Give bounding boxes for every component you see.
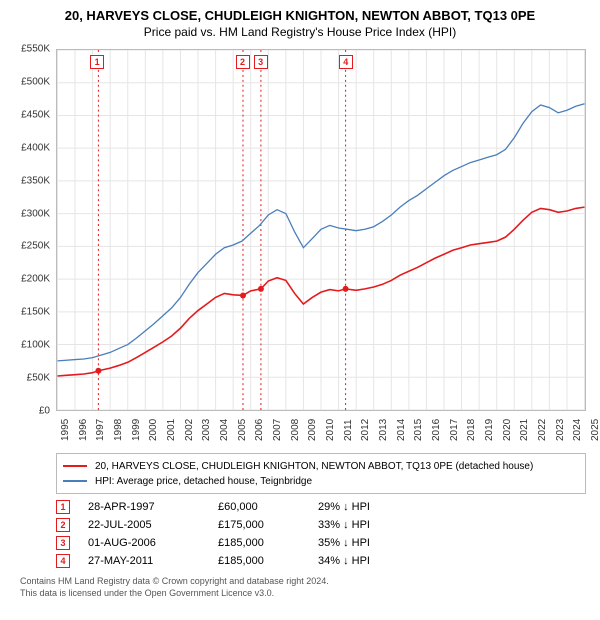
- y-axis-label: £0: [8, 406, 50, 417]
- chart-area: £0 £50K £100K £150K £200K £250K £300K £350K £400…: [10, 45, 590, 445]
- legend-swatch: [63, 480, 87, 482]
- x-axis-label: 2003: [201, 419, 212, 441]
- x-axis-label: 2001: [166, 419, 177, 441]
- x-axis-label: 2020: [502, 419, 513, 441]
- event-marker-icon: 4: [56, 554, 70, 568]
- x-axis-label: 2011: [343, 419, 354, 441]
- event-row: 3 01-AUG-2006£185,00035% ↓ HPI: [56, 536, 586, 550]
- x-axis-label: 2022: [537, 419, 548, 441]
- x-axis-label: 1999: [131, 419, 142, 441]
- event-marker-on-chart: 4: [339, 55, 353, 69]
- x-axis-label: 2016: [431, 419, 442, 441]
- plot-svg: [56, 49, 586, 411]
- x-axis-label: 2014: [396, 419, 407, 441]
- event-marker-icon: 1: [56, 500, 70, 514]
- footer: Contains HM Land Registry data © Crown c…: [20, 576, 590, 599]
- y-axis-label: £450K: [8, 109, 50, 120]
- x-axis-label: 2008: [290, 419, 301, 441]
- legend-label: 20, HARVEYS CLOSE, CHUDLEIGH KNIGHTON, N…: [95, 461, 533, 472]
- x-axis-label: 2023: [555, 419, 566, 441]
- event-price: £60,000: [218, 501, 318, 513]
- x-axis-label: 2000: [148, 419, 159, 441]
- y-axis-label: £400K: [8, 142, 50, 153]
- event-date: 28-APR-1997: [88, 501, 218, 513]
- x-axis-label: 2019: [484, 419, 495, 441]
- x-axis-label: 1998: [113, 419, 124, 441]
- y-axis-label: £200K: [8, 274, 50, 285]
- event-row: 1 28-APR-1997£60,00029% ↓ HPI: [56, 500, 586, 514]
- event-marker-icon: 3: [56, 536, 70, 550]
- event-diff: 34% ↓ HPI: [318, 555, 428, 567]
- chart-title: 20, HARVEYS CLOSE, CHUDLEIGH KNIGHTON, N…: [10, 8, 590, 23]
- y-axis-label: £350K: [8, 175, 50, 186]
- legend: 20, HARVEYS CLOSE, CHUDLEIGH KNIGHTON, N…: [56, 453, 586, 494]
- y-axis-label: £100K: [8, 340, 50, 351]
- x-axis-label: 2007: [272, 419, 283, 441]
- x-axis-label: 2004: [219, 419, 230, 441]
- y-axis-label: £250K: [8, 241, 50, 252]
- x-axis-label: 2015: [413, 419, 424, 441]
- y-axis-label: £50K: [8, 373, 50, 384]
- event-price: £175,000: [218, 519, 318, 531]
- event-marker-on-chart: 1: [90, 55, 104, 69]
- x-axis-label: 2006: [254, 419, 265, 441]
- y-axis-label: £150K: [8, 307, 50, 318]
- event-diff: 29% ↓ HPI: [318, 501, 428, 513]
- event-price: £185,000: [218, 555, 318, 567]
- event-diff: 35% ↓ HPI: [318, 537, 428, 549]
- event-date: 01-AUG-2006: [88, 537, 218, 549]
- x-axis-label: 2021: [519, 419, 530, 441]
- event-date: 27-MAY-2011: [88, 555, 218, 567]
- events-table: 1 28-APR-1997£60,00029% ↓ HPI 2 22-JUL-2005…: [56, 500, 586, 568]
- x-axis-label: 1996: [78, 419, 89, 441]
- legend-label: HPI: Average price, detached house, Teig…: [95, 476, 312, 487]
- y-axis-label: £500K: [8, 76, 50, 87]
- event-row: 2 22-JUL-2005£175,00033% ↓ HPI: [56, 518, 586, 532]
- x-axis-label: 1995: [60, 419, 71, 441]
- x-axis-label: 2010: [325, 419, 336, 441]
- x-axis-label: 2009: [307, 419, 318, 441]
- event-marker-on-chart: 2: [236, 55, 250, 69]
- x-axis-label: 2005: [237, 419, 248, 441]
- x-axis-label: 2013: [378, 419, 389, 441]
- footer-line: Contains HM Land Registry data © Crown c…: [20, 576, 590, 588]
- chart-subtitle: Price paid vs. HM Land Registry's House …: [10, 25, 590, 39]
- event-marker-on-chart: 3: [254, 55, 268, 69]
- event-date: 22-JUL-2005: [88, 519, 218, 531]
- y-axis-label: £550K: [8, 44, 50, 55]
- footer-line: This data is licensed under the Open Gov…: [20, 588, 590, 600]
- event-marker-icon: 2: [56, 518, 70, 532]
- y-axis-label: £300K: [8, 208, 50, 219]
- x-axis-label: 2024: [572, 419, 583, 441]
- x-axis-label: 2017: [449, 419, 460, 441]
- legend-swatch: [63, 465, 87, 467]
- event-diff: 33% ↓ HPI: [318, 519, 428, 531]
- x-axis-label: 2002: [184, 419, 195, 441]
- legend-item: 20, HARVEYS CLOSE, CHUDLEIGH KNIGHTON, N…: [63, 459, 579, 473]
- event-row: 4 27-MAY-2011£185,00034% ↓ HPI: [56, 554, 586, 568]
- x-axis-label: 1997: [95, 419, 106, 441]
- legend-item: HPI: Average price, detached house, Teig…: [63, 474, 579, 488]
- x-axis-label: 2025: [590, 419, 600, 441]
- x-axis-label: 2012: [360, 419, 371, 441]
- x-axis-label: 2018: [466, 419, 477, 441]
- event-price: £185,000: [218, 537, 318, 549]
